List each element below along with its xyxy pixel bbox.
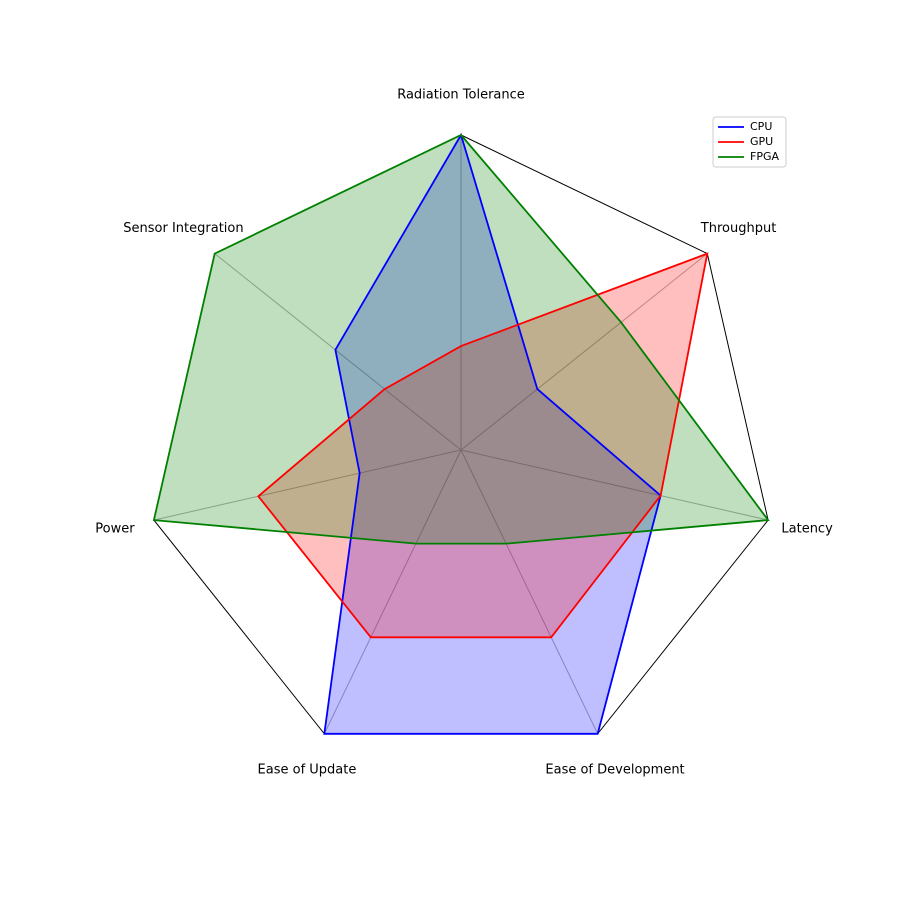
axis-label-radiation-tolerance: Radiation Tolerance <box>397 88 525 103</box>
legend: CPU GPU FPGA <box>712 116 787 168</box>
axis-labels: Radiation Tolerance Throughput Latency Ease… <box>95 88 833 778</box>
legend-box <box>712 116 787 168</box>
spoke-latency <box>460 449 769 521</box>
radar-grid <box>153 135 769 735</box>
series-fill-gpu <box>258 253 708 638</box>
spoke-ease-of-update <box>323 449 462 735</box>
axis-label-latency: Latency <box>781 521 833 536</box>
series-layer <box>152 132 770 735</box>
axis-label-ease-of-development: Ease of Development <box>545 762 684 777</box>
axis-label-throughput: Throughput <box>700 221 777 236</box>
axis-label-sensor-integration: Sensor Integration <box>123 221 243 236</box>
series-line-fpga <box>152 133 770 545</box>
series-line-gpu <box>257 252 709 639</box>
axis-label-power: Power <box>95 521 135 536</box>
spoke-sensor-integration <box>214 253 462 451</box>
spoke-power <box>153 449 462 521</box>
series-fill-fpga <box>153 135 769 544</box>
axis-label-ease-of-update: Ease of Update <box>258 762 357 777</box>
spoke-ease-of-development <box>460 449 599 735</box>
series-fill-cpu <box>324 135 661 734</box>
series-line-cpu <box>323 132 662 735</box>
legend-label-gpu: GPU <box>750 135 773 148</box>
spoke-throughput <box>460 253 708 451</box>
legend-label-fpga: FPGA <box>750 150 779 163</box>
legend-label-cpu: CPU <box>750 120 772 133</box>
